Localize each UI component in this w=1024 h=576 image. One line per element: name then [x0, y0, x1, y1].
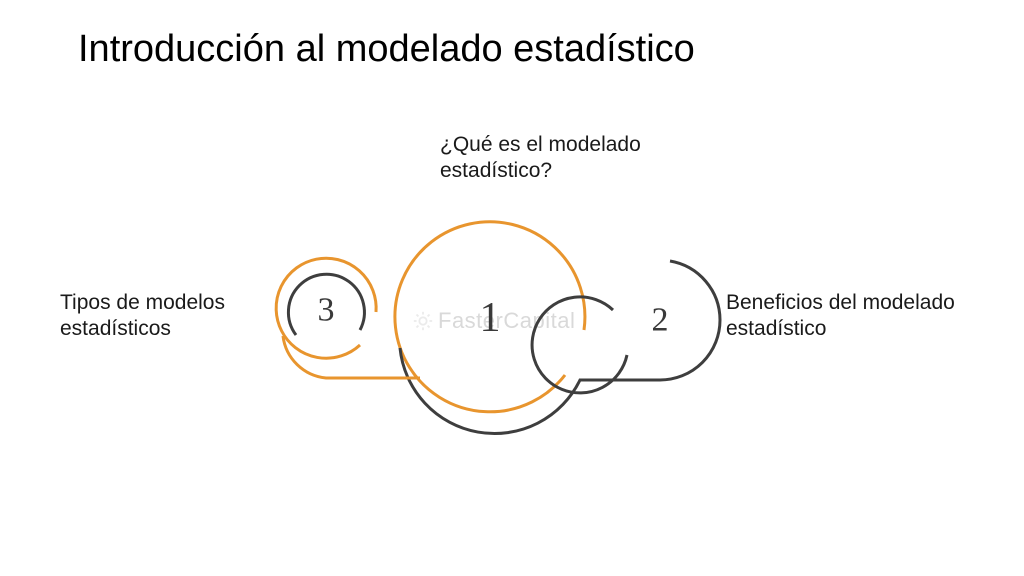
center-tail-dark: [400, 261, 720, 434]
node-number-2: 2: [652, 302, 669, 339]
diagram-svg: 1 2 3: [0, 0, 1024, 576]
node-number-1: 1: [480, 295, 501, 341]
node-number-3: 3: [318, 292, 335, 329]
